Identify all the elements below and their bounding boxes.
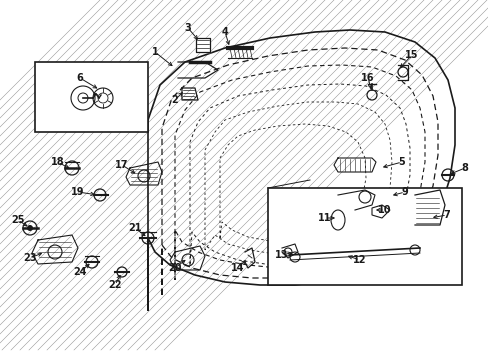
Text: 23: 23 <box>23 253 37 263</box>
Text: 14: 14 <box>231 263 244 273</box>
Text: 4: 4 <box>221 27 228 37</box>
Text: 2: 2 <box>171 95 178 105</box>
Text: 1: 1 <box>151 47 158 57</box>
Bar <box>35 62 148 132</box>
Text: 25: 25 <box>11 215 25 225</box>
Bar <box>267 188 461 285</box>
Circle shape <box>27 225 33 231</box>
Text: 17: 17 <box>115 160 128 170</box>
Text: 3: 3 <box>184 23 191 33</box>
Text: 12: 12 <box>352 255 366 265</box>
Text: 10: 10 <box>378 205 391 215</box>
Text: 24: 24 <box>73 267 86 277</box>
Text: 8: 8 <box>461 163 468 173</box>
Text: 22: 22 <box>108 280 122 290</box>
Text: 18: 18 <box>51 157 65 167</box>
Text: 15: 15 <box>405 50 418 60</box>
Text: 20: 20 <box>168 263 182 273</box>
Text: 11: 11 <box>318 213 331 223</box>
Text: 5: 5 <box>398 157 405 167</box>
Text: 19: 19 <box>71 187 84 197</box>
Text: 9: 9 <box>401 187 407 197</box>
Text: 13: 13 <box>275 250 288 260</box>
Text: 7: 7 <box>443 210 449 220</box>
Text: 21: 21 <box>128 223 142 233</box>
Text: 6: 6 <box>77 73 83 83</box>
Text: 16: 16 <box>361 73 374 83</box>
